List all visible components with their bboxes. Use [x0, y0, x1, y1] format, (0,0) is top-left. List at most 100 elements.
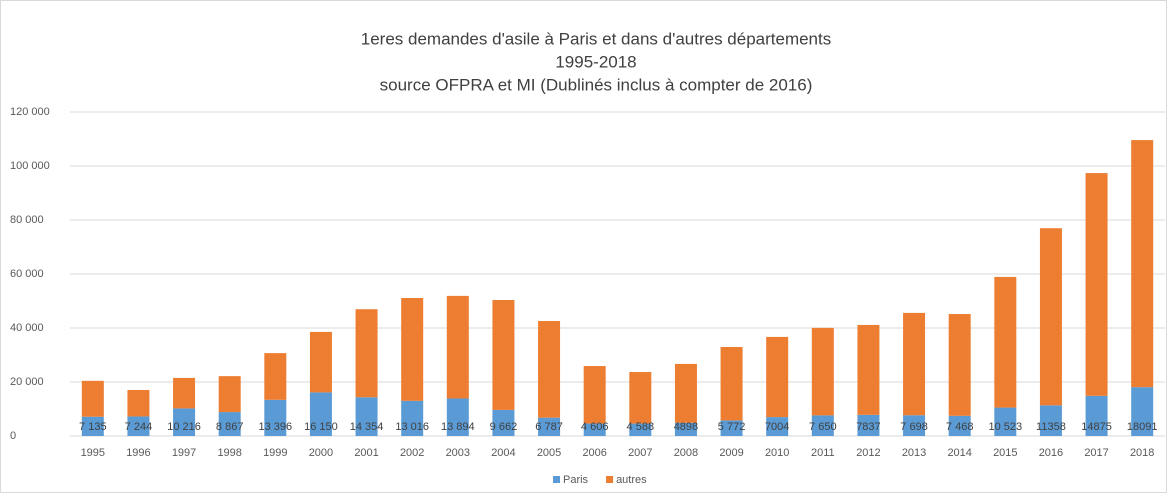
x-tick-label: 2002	[400, 447, 424, 459]
x-tick-label: 2006	[582, 447, 606, 459]
bar-segment	[446, 295, 469, 399]
bar-segment	[948, 314, 971, 416]
data-label: 4 588	[627, 421, 655, 433]
chart-subtitle: source OFPRA et MI (Dublinés inclus à co…	[380, 75, 813, 94]
data-label: 16 150	[304, 421, 338, 433]
x-tick-label: 2011	[811, 447, 835, 459]
data-label: 7004	[765, 421, 789, 433]
data-label: 7 244	[125, 421, 153, 433]
bar-segment	[264, 399, 287, 436]
legend-label: autres	[616, 474, 647, 486]
x-tick-label: 2003	[446, 447, 470, 459]
bar-segment	[857, 324, 880, 415]
bar-segment	[264, 353, 287, 400]
bar-segment	[903, 415, 926, 436]
bar-segment	[766, 336, 789, 418]
bar-segment	[1131, 387, 1154, 436]
y-tick-label: 40 000	[10, 322, 44, 334]
bar-segment	[538, 417, 561, 436]
data-label: 10 216	[167, 421, 201, 433]
x-tick-label: 2016	[1039, 447, 1063, 459]
data-label: 11358	[1036, 421, 1066, 433]
x-tick-label: 2007	[628, 447, 652, 459]
y-tick-label: 60 000	[10, 268, 44, 280]
bar-segment	[1039, 228, 1062, 406]
x-tick-label: 2012	[856, 447, 880, 459]
y-tick-label: 80 000	[10, 214, 44, 226]
x-tick-label: 1998	[217, 447, 241, 459]
bar-segment	[1039, 405, 1062, 436]
y-tick-label: 20 000	[10, 376, 44, 388]
bar-segment	[492, 409, 515, 436]
bar-segment	[173, 377, 196, 409]
legend-swatch	[553, 476, 560, 483]
bar-segment	[857, 414, 880, 436]
x-tick-label: 2004	[491, 447, 515, 459]
bar-segment	[538, 321, 561, 418]
y-tick-label: 120 000	[10, 106, 50, 118]
y-tick-label: 100 000	[10, 160, 50, 172]
bar-segment	[720, 420, 743, 436]
bar-segment	[81, 380, 104, 417]
bar-segment	[127, 389, 150, 417]
data-label: 7 698	[900, 421, 928, 433]
x-tick-label: 2017	[1084, 447, 1108, 459]
data-label: 7 135	[79, 421, 107, 433]
bar-segment	[127, 416, 150, 436]
data-label: 13 016	[395, 421, 429, 433]
bar-segment	[173, 408, 196, 436]
x-tick-label: 1997	[172, 447, 196, 459]
bar-segment	[355, 309, 378, 398]
data-label: 4898	[674, 421, 698, 433]
bar-segment	[629, 423, 652, 436]
data-label: 13 894	[441, 421, 475, 433]
bar-segment	[309, 331, 332, 393]
bar-segment	[218, 412, 241, 436]
bar-segment	[720, 346, 743, 421]
x-tick-label: 2013	[902, 447, 926, 459]
bar-segment	[629, 372, 652, 424]
x-tick-label: 1995	[81, 447, 105, 459]
data-label: 18091	[1127, 421, 1158, 433]
bar-segment	[674, 422, 697, 436]
data-label: 5 772	[718, 421, 746, 433]
bar-segment	[492, 300, 515, 410]
data-label: 14 354	[350, 421, 384, 433]
bar-segment	[401, 297, 424, 401]
chart-title: 1eres demandes d'asile à Paris et dans d…	[361, 29, 832, 48]
x-tick-label: 2005	[537, 447, 561, 459]
bar-segment	[1131, 140, 1154, 388]
x-tick-label: 2015	[993, 447, 1017, 459]
data-label: 7 468	[946, 421, 974, 433]
data-label: 14875	[1081, 421, 1112, 433]
bar-segment	[583, 366, 606, 424]
bar-segment	[446, 398, 469, 436]
x-tick-label: 2008	[674, 447, 698, 459]
x-tick-label: 2009	[719, 447, 743, 459]
x-tick-label: 2010	[765, 447, 789, 459]
legend-swatch	[606, 476, 614, 483]
bar-segment	[355, 397, 378, 436]
bar-segment	[994, 407, 1017, 436]
legend-label: Paris	[563, 474, 589, 486]
bar-segment	[218, 376, 241, 413]
bar-segment	[1085, 173, 1108, 396]
data-label: 10 523	[988, 421, 1022, 433]
data-label: 13 396	[258, 421, 292, 433]
x-tick-label: 2000	[309, 447, 333, 459]
bar-segment	[811, 327, 834, 416]
data-label: 7 650	[809, 421, 837, 433]
bar-segment	[1085, 395, 1108, 436]
bar-segment	[766, 417, 789, 436]
x-tick-label: 1996	[126, 447, 150, 459]
x-tick-label: 2001	[354, 447, 378, 459]
y-tick-label: 0	[10, 430, 16, 442]
data-label: 6 787	[535, 421, 563, 433]
bar-segment	[81, 416, 104, 436]
bar-segment	[994, 276, 1017, 408]
bar-segment	[903, 312, 926, 416]
chart-subtitle: 1995-2018	[555, 52, 636, 71]
bar-segment	[674, 363, 697, 423]
data-label: 7837	[856, 421, 880, 433]
